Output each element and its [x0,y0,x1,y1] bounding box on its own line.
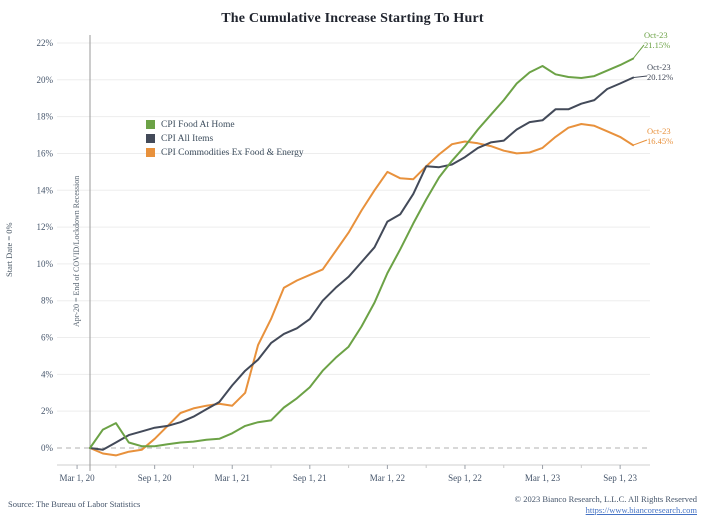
legend-swatch [146,134,155,143]
y-tick-label: 6% [41,333,54,343]
y-tick-label: 0% [41,443,54,453]
annotation-connector [633,75,648,79]
annotation-date: Oct-23 [647,126,671,136]
annotation-value: 20.12% [647,72,674,82]
x-tick-label: Sep 1, 23 [603,473,637,483]
x-tick-label: Mar 1, 23 [525,473,561,483]
y-tick-label: 2% [41,406,54,416]
annotation-date: Oct-23 [647,62,671,72]
legend-item-commodities[interactable]: CPI Commodities Ex Food & Energy [146,146,304,159]
annotation-value: 21.15% [644,40,671,50]
copyright-text: © 2023 Bianco Research, L.L.C. All Right… [514,494,697,504]
legend: CPI Food At Home CPI All Items CPI Commo… [146,118,304,160]
annotation-connector [632,44,645,59]
series-line [89,57,635,449]
legend-swatch [146,148,155,157]
legend-item-all-items[interactable]: CPI All Items [146,132,304,145]
y-tick-label: 14% [37,185,54,195]
x-tick-label: Mar 1, 22 [370,473,405,483]
x-tick-label: Mar 1, 21 [215,473,250,483]
x-tick-label: Sep 1, 20 [138,473,172,483]
copyright-block: © 2023 Bianco Research, L.L.C. All Right… [515,494,697,516]
x-tick-label: Mar 1, 20 [59,473,95,483]
y-tick-label: 16% [37,148,54,158]
annotation-date: Oct-23 [644,30,668,40]
legend-item-food-at-home[interactable]: CPI Food At Home [146,118,304,131]
legend-label: CPI Commodities Ex Food & Energy [161,147,304,158]
y-tick-label: 12% [37,222,54,232]
source-note: Source: The Bureau of Labor Statistics [8,499,141,509]
y-tick-label: 20% [37,75,54,85]
x-tick-label: Sep 1, 21 [293,473,327,483]
y-tick-label: 10% [37,259,54,269]
legend-label: CPI Food At Home [161,119,235,130]
legend-swatch [146,120,155,129]
legend-label: CPI All Items [161,133,214,144]
series-line [89,123,635,457]
y-axis-title: Start Date = 0% [4,222,14,278]
chart-title: The Cumulative Increase Starting To Hurt [221,11,484,26]
annotation-food-at-home: Oct-23 21.15% [644,30,670,50]
annotation-all-items: Oct-23 20.12% [647,62,673,82]
annotation-connector [632,139,648,146]
annotation-value: 16.45% [647,136,674,146]
x-tick-label: Sep 1, 22 [448,473,482,483]
annotation-commodities: Oct-23 16.45% [647,126,673,146]
y-tick-label: 22% [37,38,54,48]
y-tick-label: 18% [37,112,54,122]
y-tick-label: 8% [41,296,54,306]
y-tick-label: 4% [41,369,54,379]
event-line-label: Apr-20 = End of COVID/Lockdown Recession [72,175,81,327]
website-link[interactable]: https://www.biancoresearch.com [585,505,697,515]
series-line [89,76,635,451]
